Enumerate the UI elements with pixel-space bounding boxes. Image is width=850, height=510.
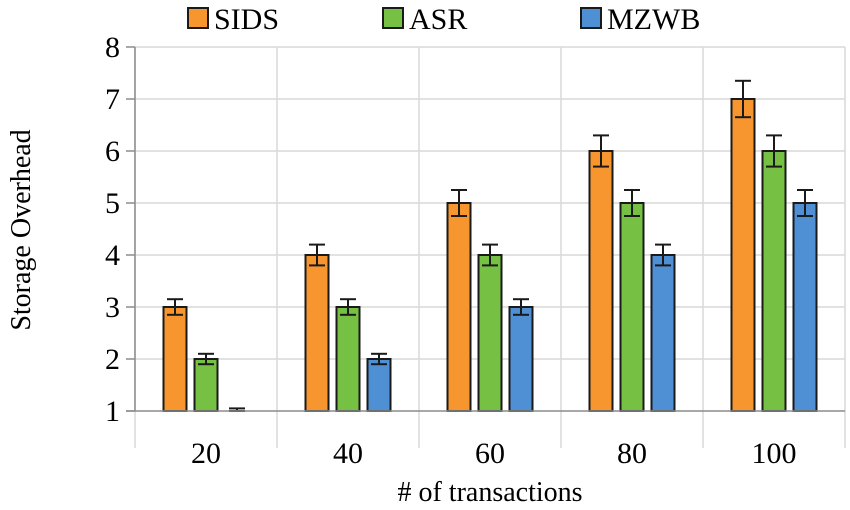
y-tick-label: 4: [105, 239, 120, 272]
legend-label-mzwb: MZWB: [607, 3, 700, 36]
error-bar-sids-80: [593, 134, 609, 168]
error-bar-sids-100: [735, 79, 751, 119]
error-bar-asr-60: [482, 243, 498, 267]
error-bar-mzwb-100: [797, 189, 813, 217]
y-tick-label: 7: [105, 83, 120, 116]
bar-mzwb-60: [508, 306, 534, 412]
axes: 1 2 3 4 5 6 7 8 20 40 60 80 100: [105, 31, 845, 470]
bar-asr-20: [193, 358, 219, 412]
y-tick-label: 2: [105, 343, 120, 376]
error-bar-asr-80: [624, 189, 640, 217]
bar-sids-40: [304, 254, 330, 412]
bar-asr-60: [477, 254, 503, 412]
error-bar-asr-20: [198, 352, 214, 366]
x-tick-label: 80: [617, 437, 647, 470]
x-tick-label: 60: [475, 437, 505, 470]
error-bar-sids-40: [309, 243, 325, 267]
legend-label-sids: SIDS: [214, 3, 279, 36]
legend-swatch-asr: [382, 7, 404, 29]
bar-sids-20: [162, 306, 188, 412]
y-axis-title: Storage Overhead: [6, 129, 37, 330]
x-tick-label: 20: [191, 437, 221, 470]
error-bar-mzwb-40: [371, 352, 387, 366]
y-tick-label: 5: [105, 187, 120, 220]
bar-mzwb-40: [366, 358, 392, 412]
bar-mzwb-80: [650, 254, 676, 412]
bar-sids-60: [446, 202, 472, 412]
bar-asr-40: [335, 306, 361, 412]
y-tick-label: 6: [105, 135, 120, 168]
bar-asr-80: [619, 202, 645, 412]
legend: SIDS ASR MZWB: [187, 3, 700, 36]
error-bar-sids-60: [451, 189, 467, 217]
legend-label-asr: ASR: [409, 3, 467, 36]
x-tick-label: 100: [752, 437, 797, 470]
legend-swatch-mzwb: [580, 7, 602, 29]
error-bar-mzwb-80: [655, 243, 671, 267]
x-axis-title: # of transactions: [397, 477, 582, 508]
bar-mzwb-100: [792, 202, 818, 412]
x-tick-label: 40: [333, 437, 363, 470]
y-tick-label: 3: [105, 291, 120, 324]
y-tick-label: 8: [105, 31, 120, 64]
legend-swatch-sids: [187, 7, 209, 29]
y-tick-label: 1: [105, 395, 120, 428]
error-bar-mzwb-60: [513, 298, 529, 316]
error-bar-asr-100: [766, 134, 782, 168]
bar-sids-100: [730, 98, 756, 412]
error-bar-asr-40: [340, 298, 356, 316]
error-bar-sids-20: [167, 298, 183, 316]
bar-sids-80: [588, 150, 614, 412]
grid: [134, 46, 846, 448]
bar-asr-100: [761, 150, 787, 412]
bars: [162, 79, 818, 412]
